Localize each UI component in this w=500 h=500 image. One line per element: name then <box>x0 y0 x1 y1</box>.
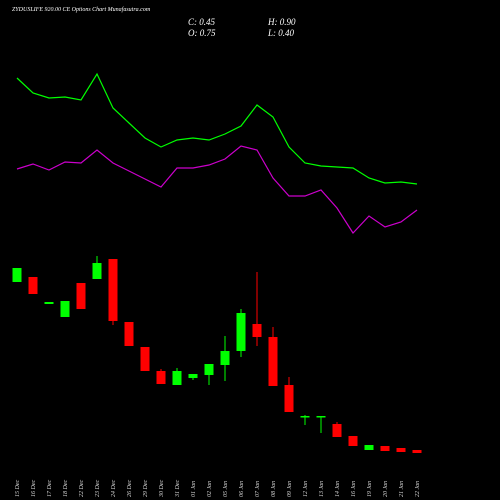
x-tick-label: 15 Dec <box>15 480 21 497</box>
x-tick-label: 20 Jan <box>383 481 389 497</box>
x-tick-label: 09 Jan <box>287 481 293 497</box>
x-tick-label: 23 Dec <box>95 480 101 497</box>
candle-body <box>156 371 166 384</box>
candle-body <box>252 324 262 337</box>
x-tick-label: 01 Jan <box>191 481 197 497</box>
candle-body <box>268 337 278 386</box>
x-tick-label: 31 Dec <box>175 480 181 498</box>
chart-title: ZYDUSLIFE 920.00 CE Options Chart Munafa… <box>12 6 151 13</box>
candle-body <box>92 263 102 279</box>
x-tick-label: 22 Jan <box>415 481 421 497</box>
candle-body <box>188 374 198 378</box>
x-tick-label: 29 Dec <box>143 480 149 497</box>
candle-body <box>28 277 38 294</box>
candle-body <box>204 364 214 375</box>
open-label: O: 0.75 <box>188 28 216 38</box>
candle-body <box>300 416 310 418</box>
x-tick-label: 21 Jan <box>399 481 405 497</box>
x-tick-label: 19 Jan <box>367 481 373 497</box>
x-tick-label: 24 Dec <box>110 480 117 497</box>
x-tick-label: 06 Jan <box>239 481 245 497</box>
x-tick-label: 30 Dec <box>159 480 165 498</box>
x-tick-label: 18 Dec <box>63 480 69 497</box>
candle-body <box>284 385 294 412</box>
x-tick-label: 08 Jan <box>271 481 277 497</box>
x-tick-label: 16 Jan <box>351 481 357 497</box>
x-tick-label: 12 Jan <box>303 481 309 497</box>
candle-body <box>364 445 374 450</box>
candle-body <box>124 322 134 346</box>
candle-body <box>412 450 422 453</box>
x-tick-label: 05 Jan <box>223 481 229 497</box>
candle-body <box>172 371 182 385</box>
candle-body <box>60 301 70 317</box>
x-tick-label: 07 Jan <box>255 481 261 497</box>
candle-body <box>76 283 86 309</box>
indicator-line <box>16 72 418 185</box>
candle-body <box>316 416 326 418</box>
x-tick-label: 16 Dec <box>31 480 37 497</box>
candle-body <box>108 259 118 321</box>
candle-body <box>44 302 54 304</box>
candle-body <box>396 448 406 452</box>
x-tick-label: 17 Dec <box>47 480 53 497</box>
x-tick-label: 02 Jan <box>207 481 213 497</box>
candle-body <box>348 436 358 446</box>
candle-body <box>140 347 150 371</box>
x-tick-label: 22 Dec <box>79 480 85 497</box>
candle-body <box>12 268 22 282</box>
close-label: C: 0.45 <box>188 17 216 27</box>
low-label: L: 0.40 <box>267 28 295 38</box>
candle-body <box>380 446 390 451</box>
high-label: H: 0.90 <box>267 17 296 27</box>
x-tick-label: 13 Jan <box>319 481 325 497</box>
candle-body <box>236 313 246 351</box>
x-tick-label: 14 Jan <box>334 481 341 497</box>
candle-body <box>332 424 342 437</box>
candle-body <box>220 351 230 365</box>
x-tick-label: 26 Dec <box>127 480 133 497</box>
indicator-line <box>16 145 418 234</box>
